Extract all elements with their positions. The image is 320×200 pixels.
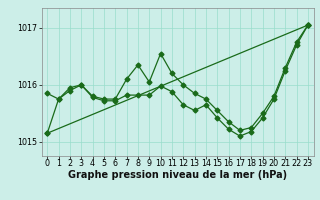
X-axis label: Graphe pression niveau de la mer (hPa): Graphe pression niveau de la mer (hPa) bbox=[68, 170, 287, 180]
